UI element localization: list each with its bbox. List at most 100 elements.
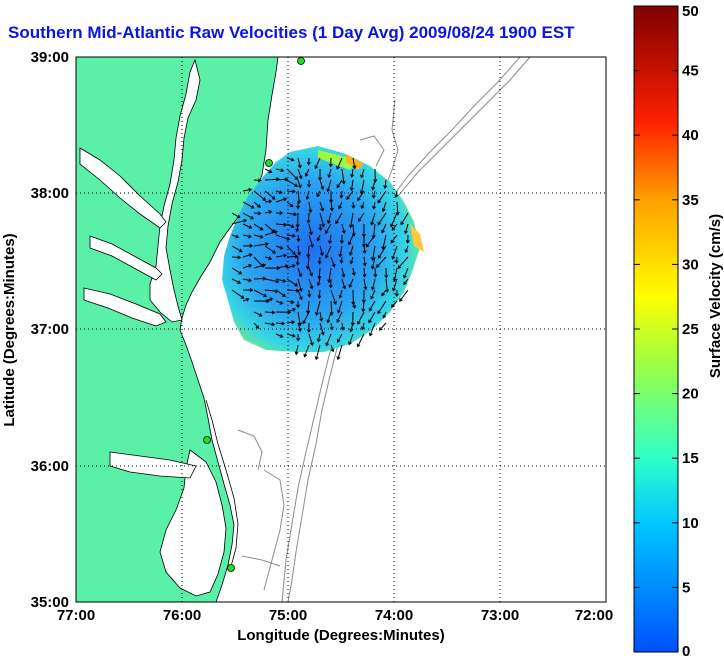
current-arrow xyxy=(286,333,296,338)
current-arrow xyxy=(327,267,332,284)
current-arrow xyxy=(392,278,398,292)
current-arrow xyxy=(297,267,303,278)
york-james-river xyxy=(83,287,167,327)
current-arrow xyxy=(264,278,280,284)
current-arrow xyxy=(275,333,284,338)
current-arrow xyxy=(306,245,311,259)
current-arrow xyxy=(306,212,311,224)
current-arrow xyxy=(306,179,312,188)
map-title: Southern Mid-Atlantic Raw Velocities (1 … xyxy=(8,23,575,42)
current-arrow xyxy=(308,201,313,214)
current-arrow xyxy=(314,344,321,361)
current-arrow xyxy=(394,256,399,264)
current-arrow xyxy=(368,300,376,312)
current-arrow xyxy=(381,289,387,297)
current-arrow xyxy=(362,256,367,267)
current-arrow xyxy=(242,253,253,258)
current-arrow xyxy=(348,245,354,256)
current-arrow xyxy=(297,311,302,327)
current-arrow xyxy=(275,278,287,283)
current-arrow xyxy=(275,177,289,182)
current-arrow xyxy=(360,322,365,331)
current-arrow xyxy=(338,201,343,210)
current-arrow xyxy=(231,278,242,284)
current-arrow xyxy=(264,245,276,254)
colorbar-tick-label: 20 xyxy=(682,386,699,403)
colorbar-ticks: 0 5 10 15 20 25 30 35 40 45 50 xyxy=(634,3,699,659)
current-arrow xyxy=(275,253,288,258)
current-arrow xyxy=(397,256,409,269)
current-arrow xyxy=(339,256,344,264)
x-tick-label: 76:00 xyxy=(163,607,201,624)
current-arrow xyxy=(326,212,332,224)
current-arrow xyxy=(394,289,399,298)
colorbar xyxy=(633,5,679,653)
current-arrow xyxy=(286,233,296,238)
current-arrow xyxy=(349,322,354,333)
current-arrow xyxy=(336,344,343,361)
current-arrow xyxy=(326,311,332,324)
current-arrow xyxy=(231,234,240,239)
current-arrow xyxy=(337,300,343,314)
colorbar-tick-label: 25 xyxy=(682,321,699,338)
current-arrow xyxy=(350,168,355,178)
current-arrow xyxy=(325,245,332,259)
current-arrow xyxy=(242,297,250,302)
station-marker xyxy=(227,564,235,572)
current-arrow xyxy=(390,212,398,228)
current-arrow xyxy=(296,234,301,243)
current-arrow xyxy=(383,179,388,190)
y-tick-label: 39:00 xyxy=(31,49,69,66)
current-arrow xyxy=(371,278,376,291)
current-arrow xyxy=(317,289,322,300)
current-arrow xyxy=(308,234,314,248)
current-arrow xyxy=(264,297,274,302)
current-arrow xyxy=(286,320,296,325)
current-arrow xyxy=(357,190,365,202)
current-arrow xyxy=(316,234,321,242)
potomac-river xyxy=(79,147,167,229)
current-arrow xyxy=(319,179,325,191)
current-arrow xyxy=(381,201,387,213)
colorbar-tick-label: 10 xyxy=(682,515,699,532)
current-arrow xyxy=(275,245,284,250)
current-arrow xyxy=(328,157,333,168)
current-arrow xyxy=(373,267,378,278)
current-arrow xyxy=(231,267,243,275)
current-arrow xyxy=(297,278,303,292)
current-arrow xyxy=(352,300,357,309)
current-arrow xyxy=(297,190,302,205)
current-arrow xyxy=(306,157,311,166)
barrier-islands xyxy=(205,399,239,571)
colorbar-tick-label: 50 xyxy=(682,3,699,20)
current-arrow xyxy=(264,190,276,200)
current-arrow xyxy=(317,267,322,280)
current-arrow xyxy=(363,278,368,291)
colorbar-tick-label: 45 xyxy=(682,63,699,80)
current-arrow xyxy=(308,223,313,236)
current-arrow xyxy=(307,289,312,298)
current-arrow xyxy=(315,300,321,317)
rappahannock-river xyxy=(89,235,163,281)
current-arrow xyxy=(352,157,357,170)
colorbar-tick-label: 5 xyxy=(682,579,690,596)
current-arrow xyxy=(377,212,387,226)
current-arrow xyxy=(314,157,321,170)
current-arrow xyxy=(319,245,324,257)
current-arrow xyxy=(349,179,354,192)
current-arrow xyxy=(405,234,410,244)
current-arrow xyxy=(286,264,296,269)
current-arrow xyxy=(308,278,314,290)
current-vectors xyxy=(231,157,410,361)
current-arrow xyxy=(400,212,409,226)
current-arrow xyxy=(336,179,343,189)
y-tick-label: 35:00 xyxy=(31,594,69,611)
current-arrow xyxy=(308,333,314,347)
current-arrow xyxy=(242,288,254,293)
current-arrow xyxy=(348,278,354,289)
current-arrow xyxy=(328,278,333,289)
current-arrow xyxy=(351,267,356,277)
current-arrow xyxy=(359,179,365,195)
colorbar-tick-label: 15 xyxy=(682,450,699,467)
